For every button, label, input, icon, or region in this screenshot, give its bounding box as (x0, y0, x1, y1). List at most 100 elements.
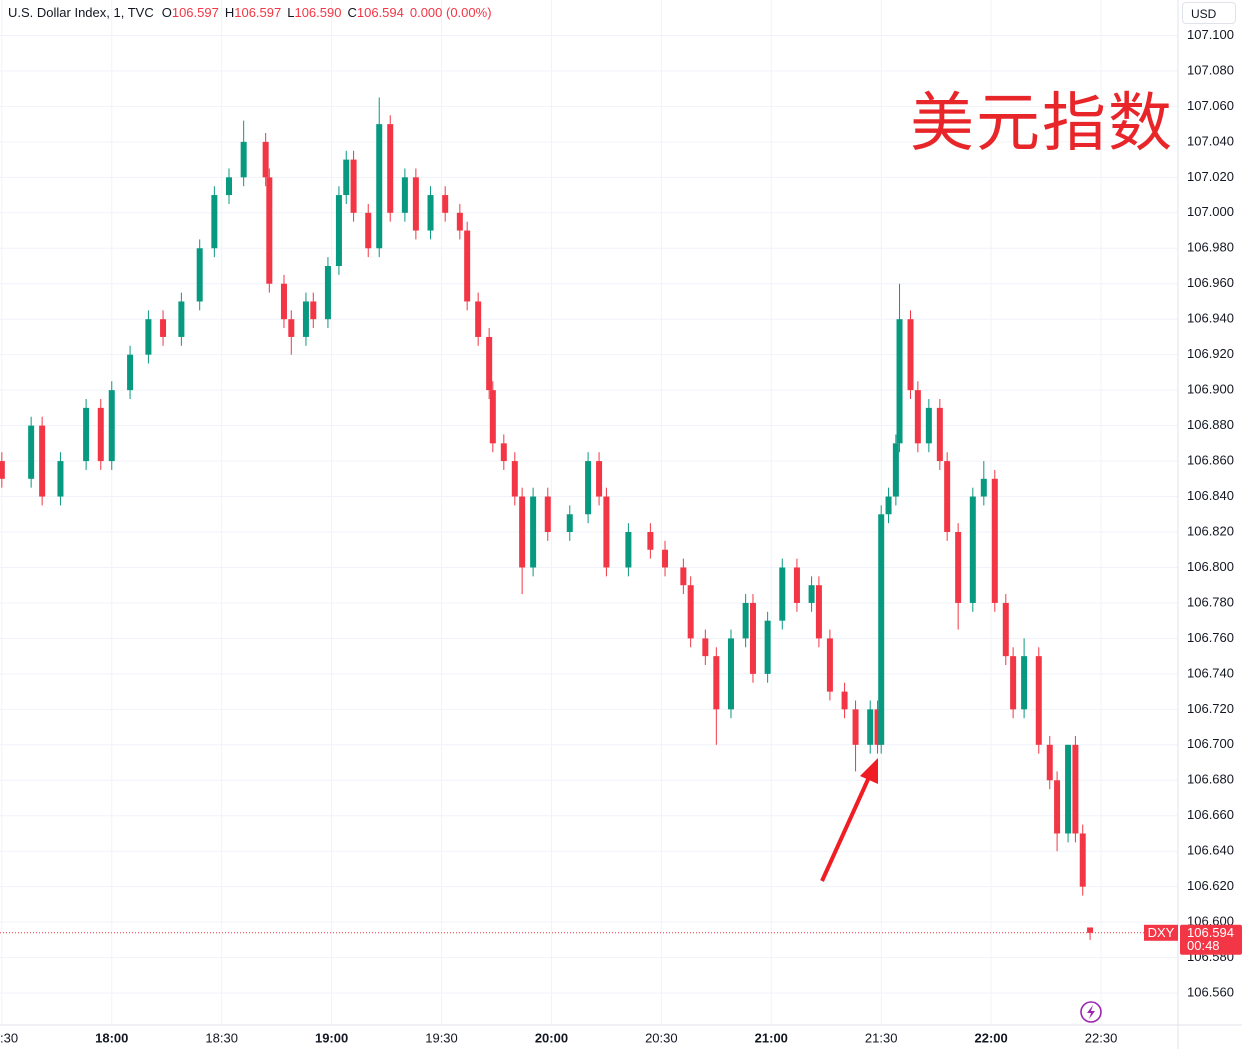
y-tick-label: 106.840 (1187, 488, 1234, 503)
ohlc-label: C (347, 5, 357, 20)
candle-body (365, 212, 372, 249)
candle-body (442, 195, 449, 213)
ohlc-label: O (161, 5, 172, 20)
candle-body (793, 567, 800, 603)
candle-body (127, 354, 134, 391)
candle-body (28, 425, 35, 479)
x-tick-label: 20:30 (645, 1030, 678, 1045)
change: 0.000 (0.00%) (409, 5, 492, 20)
x-tick-label: 18:30 (205, 1030, 238, 1045)
candle-body (489, 390, 496, 444)
y-tick-label: 106.700 (1187, 736, 1234, 751)
y-tick-label: 106.900 (1187, 382, 1234, 397)
candle-body (500, 443, 507, 462)
candle-body (262, 141, 269, 178)
x-tick-label: 20:00 (535, 1030, 568, 1045)
candle-body (969, 496, 976, 603)
candle-body (779, 567, 786, 621)
y-tick-label: 107.020 (1187, 169, 1234, 184)
candle-body (749, 602, 756, 674)
y-tick-label: 106.620 (1187, 878, 1234, 893)
candle-body (412, 177, 419, 231)
candle-body (343, 159, 350, 196)
candle-body (878, 514, 885, 745)
y-tick-label: 107.040 (1187, 133, 1234, 148)
candle-body (1010, 656, 1017, 710)
candle-body (874, 709, 881, 745)
candle-body (324, 266, 331, 320)
candle-body (585, 461, 592, 515)
candle-body (885, 496, 892, 515)
price-tag-bg (1180, 924, 1242, 955)
candle-body (1054, 780, 1061, 834)
candle-body (826, 638, 833, 692)
candle-body (944, 461, 951, 533)
y-tick-label: 106.980 (1187, 240, 1234, 255)
candle-body (97, 407, 104, 462)
candle-body (647, 532, 654, 550)
candle-body (288, 319, 295, 337)
candle-body (310, 301, 317, 320)
candle-body (841, 691, 848, 710)
time-axis (0, 1025, 1242, 1049)
candle-body (39, 425, 46, 497)
candle-body (376, 124, 383, 249)
x-tick-label: 22:30 (1085, 1030, 1118, 1045)
symbol: U.S. Dollar Index, 1, TVC (8, 5, 154, 20)
x-tick-label: 21:00 (755, 1030, 788, 1045)
y-tick-label: 106.760 (1187, 630, 1234, 645)
candle-body (387, 124, 394, 213)
candle-body (925, 407, 932, 444)
y-tick-label: 107.100 (1187, 27, 1234, 42)
y-tick-label: 106.740 (1187, 665, 1234, 680)
candle-body (936, 407, 943, 462)
y-tick-label: 106.660 (1187, 807, 1234, 822)
candle-body (145, 319, 152, 355)
y-tick-label: 107.080 (1187, 62, 1234, 77)
ohlc-value: 106.597 (234, 5, 282, 20)
y-tick-label: 106.880 (1187, 417, 1234, 432)
y-tick-label: 107.000 (1187, 204, 1234, 219)
candle-body (519, 496, 526, 568)
candle-body (350, 159, 357, 213)
candle-body (702, 638, 709, 657)
candle-body (464, 230, 471, 302)
candle-body (662, 549, 669, 568)
ohlc-value: 106.594 (356, 5, 404, 20)
y-tick-label: 106.780 (1187, 594, 1234, 609)
candles (0, 97, 1178, 940)
ohlc-label: L (287, 5, 295, 20)
ohlc-value: 106.597 (171, 5, 219, 20)
candle-body (530, 496, 537, 568)
candle-body (83, 407, 90, 462)
y-tick-label: 106.680 (1187, 772, 1234, 787)
price-tag-value: 106.594 (1187, 925, 1234, 940)
candle-body (108, 390, 115, 462)
candle-body (211, 195, 218, 249)
candle-body (196, 248, 203, 302)
y-tick-label: 106.640 (1187, 843, 1234, 858)
ohlc-value: 106.590 (294, 5, 342, 20)
candle-body (401, 177, 408, 213)
candle-body (1046, 744, 1053, 781)
candle-body (596, 461, 603, 497)
candle-body (566, 514, 573, 533)
x-tick-label: 19:30 (425, 1030, 458, 1045)
currency-button[interactable]: USD (1182, 2, 1236, 24)
candle-body (955, 532, 962, 603)
candle-body (603, 496, 610, 568)
candle-body (1035, 656, 1042, 745)
legend-header: U.S. Dollar Index, 1, TVC O106.597 H106.59… (8, 5, 498, 20)
candle-body (742, 602, 749, 639)
candle-body (544, 496, 551, 533)
candle-body (815, 585, 822, 639)
candle-body (456, 212, 463, 231)
candle-body (0, 461, 5, 479)
candle-body (687, 585, 694, 639)
replay-icon[interactable] (1080, 1001, 1102, 1023)
x-tick-label: 22:00 (975, 1030, 1008, 1045)
candle-body (475, 301, 482, 337)
ohlc-label: H (224, 5, 235, 20)
